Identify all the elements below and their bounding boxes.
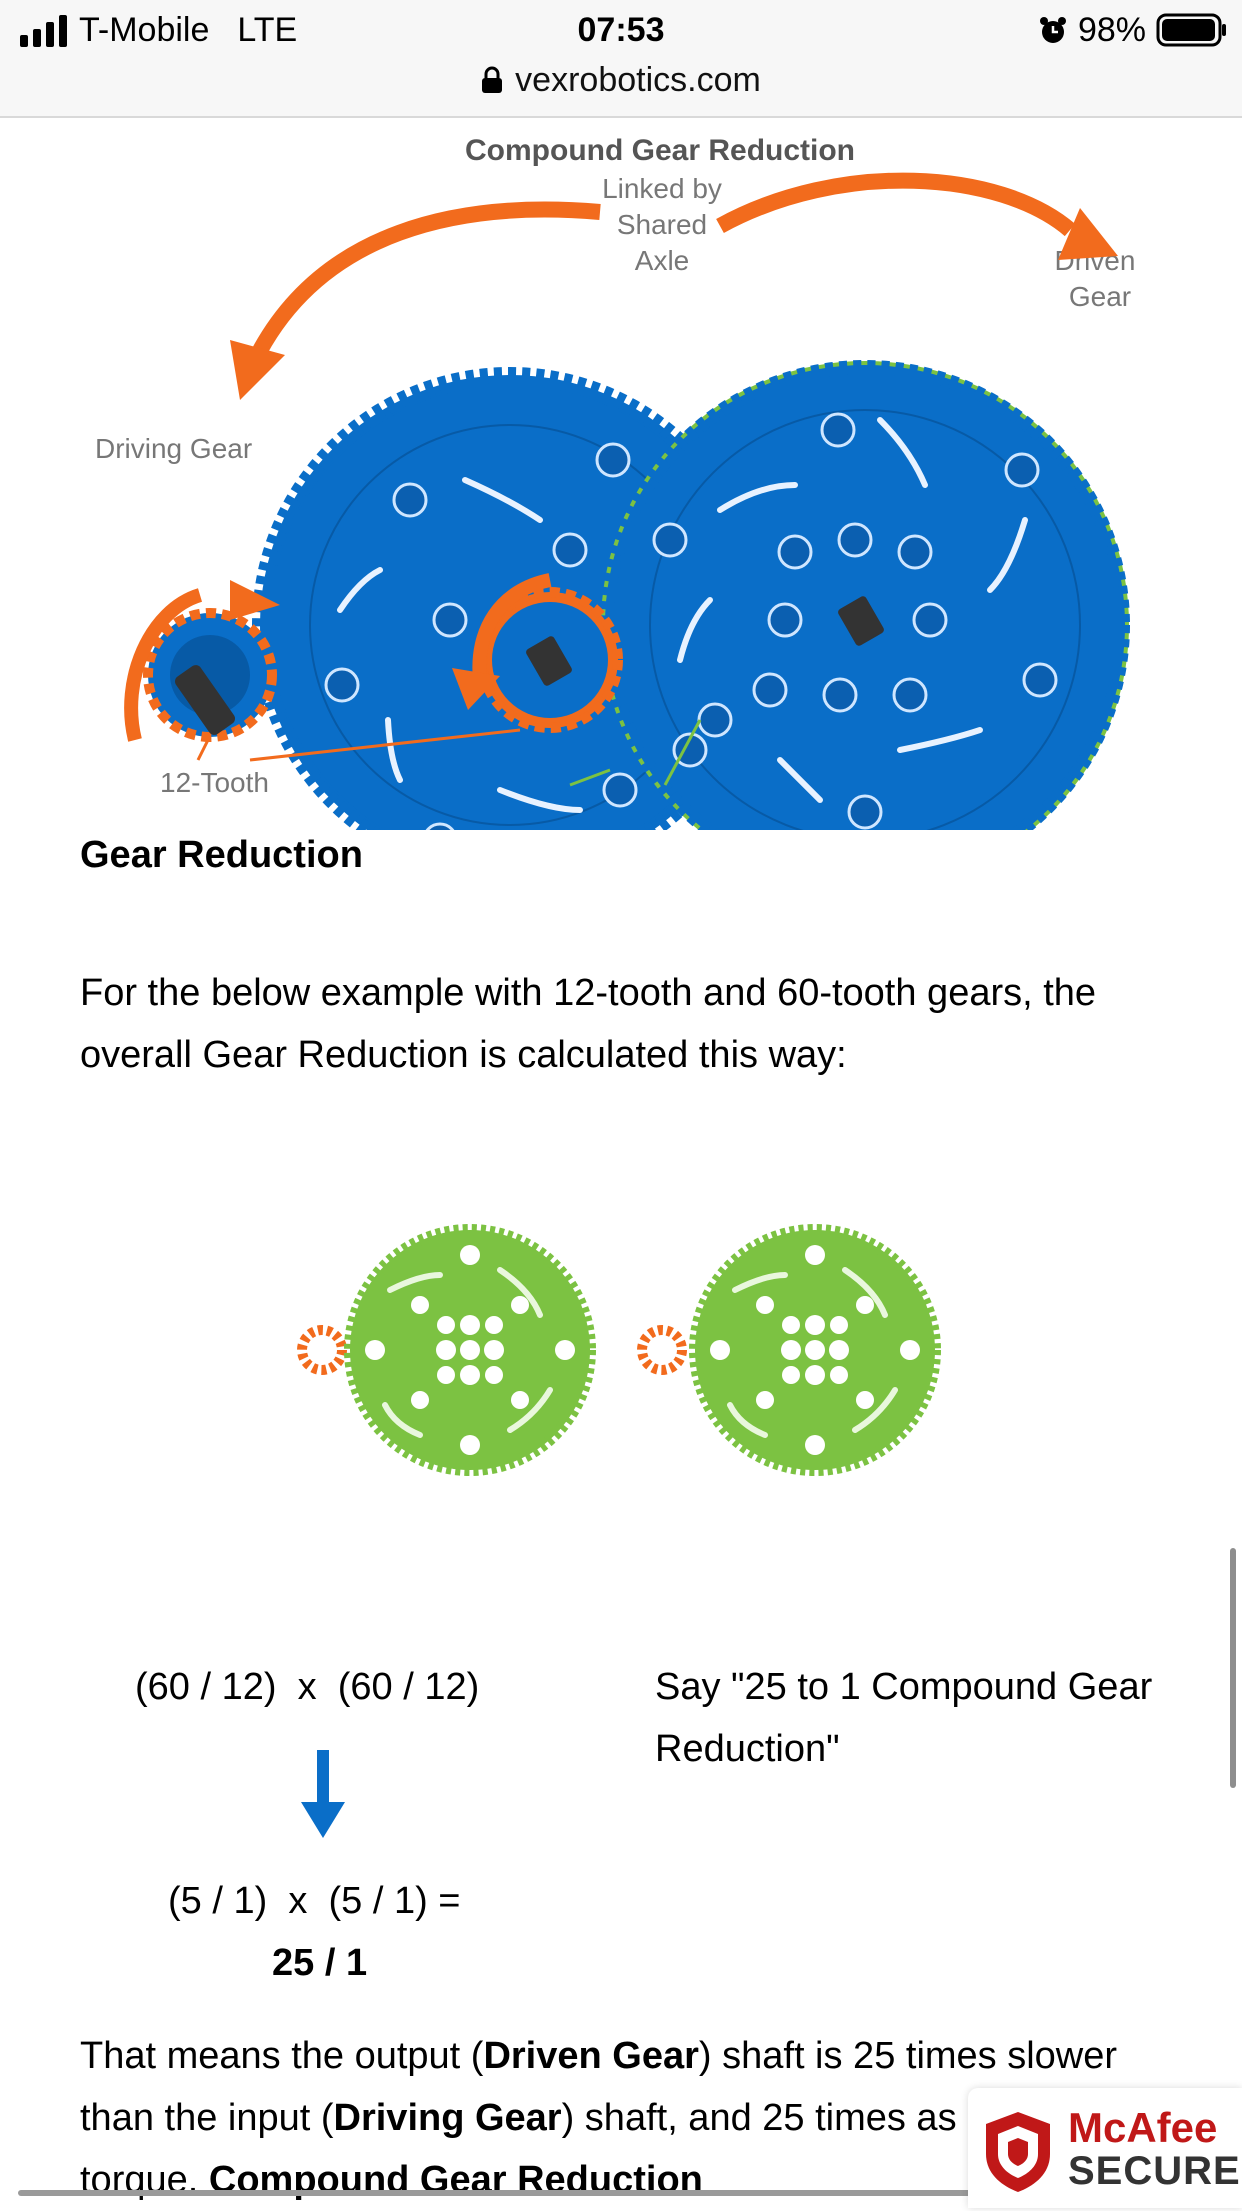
lock-icon bbox=[482, 66, 503, 93]
arrow-left-head bbox=[230, 340, 285, 400]
intro-paragraph: For the below example with 12-tooth and … bbox=[80, 972, 1097, 1076]
simplified-formula: (5 / 1) x (5 / 1) = bbox=[168, 1880, 461, 1922]
driving-arrow bbox=[124, 588, 203, 742]
explanation-text: That means the output ( bbox=[80, 2035, 484, 2077]
driven-label-2: Gear bbox=[1069, 281, 1131, 312]
driving-gear-term: Driving Gear bbox=[333, 2097, 562, 2139]
status-bar-left: T-Mobile LTE bbox=[20, 10, 297, 50]
status-bar-right: 98% bbox=[1038, 10, 1228, 50]
battery-percentage: 98% bbox=[1077, 11, 1146, 49]
status-time: 07:53 bbox=[577, 11, 665, 49]
arrow-right-curve bbox=[716, 172, 1076, 237]
explanation-paragraph: That means the output (Driven Gear) shaf… bbox=[80, 2025, 1170, 2211]
mcafee-secure-badge[interactable]: McAfee SECURE bbox=[968, 2088, 1242, 2208]
gear-pair-1 bbox=[297, 1224, 596, 1476]
driving-small-gear bbox=[143, 608, 277, 742]
mcafee-shield-icon bbox=[986, 2112, 1050, 2192]
address-bar[interactable]: vexrobotics.com bbox=[0, 58, 1242, 102]
network-type: LTE bbox=[237, 11, 298, 49]
reduction-callout: Say "25 to 1 Compound Gear Reduction" bbox=[655, 1666, 1153, 1770]
arrow-left-curve bbox=[247, 201, 601, 364]
compound-arrow bbox=[472, 573, 552, 681]
small-gear-label: 12-Tooth bbox=[160, 767, 269, 798]
horizontal-scroll-indicator[interactable] bbox=[18, 2190, 978, 2196]
driven-gear-term: Driven Gear bbox=[483, 2035, 699, 2077]
mcafee-brand: McAfee bbox=[1068, 2104, 1218, 2151]
arrow-down-icon bbox=[301, 1750, 345, 1838]
driving-gear-label: Driving Gear bbox=[95, 433, 252, 464]
linked-label-3: Axle bbox=[635, 245, 689, 276]
signal-icon bbox=[20, 13, 67, 47]
carrier-name: T-Mobile bbox=[79, 11, 210, 49]
linked-label-2: Shared bbox=[617, 209, 707, 240]
linked-label-1: Linked by bbox=[602, 173, 722, 204]
vertical-scrollbar[interactable] bbox=[1230, 1548, 1236, 1788]
browser-top-bar: T-Mobile LTE 07:53 98% vexrobotics.com bbox=[0, 0, 1242, 118]
arrow-right-head bbox=[1058, 208, 1118, 260]
alarm-icon bbox=[1039, 17, 1066, 43]
section-heading: Gear Reduction bbox=[80, 834, 363, 876]
right-large-gear bbox=[600, 360, 1130, 830]
explanation-text: ) shaft is 25 times slower than the inpu… bbox=[80, 2035, 1118, 2139]
gear-pair-2 bbox=[637, 1224, 941, 1476]
url-domain[interactable]: vexrobotics.com bbox=[515, 61, 761, 99]
battery-icon bbox=[1156, 13, 1226, 47]
compound-gear-figure: Compound Gear Reduction Linked by Shared… bbox=[95, 134, 1135, 830]
formula-result: 25 / 1 bbox=[272, 1942, 368, 1984]
mcafee-secure-label: SECURE bbox=[1068, 2149, 1241, 2193]
green-gear-pairs-figure bbox=[297, 1224, 941, 1476]
figure-title: Compound Gear Reduction bbox=[465, 134, 855, 167]
ratio-formula: (60 / 12) x (60 / 12) bbox=[135, 1666, 480, 1708]
compound-small-gear bbox=[477, 587, 623, 733]
